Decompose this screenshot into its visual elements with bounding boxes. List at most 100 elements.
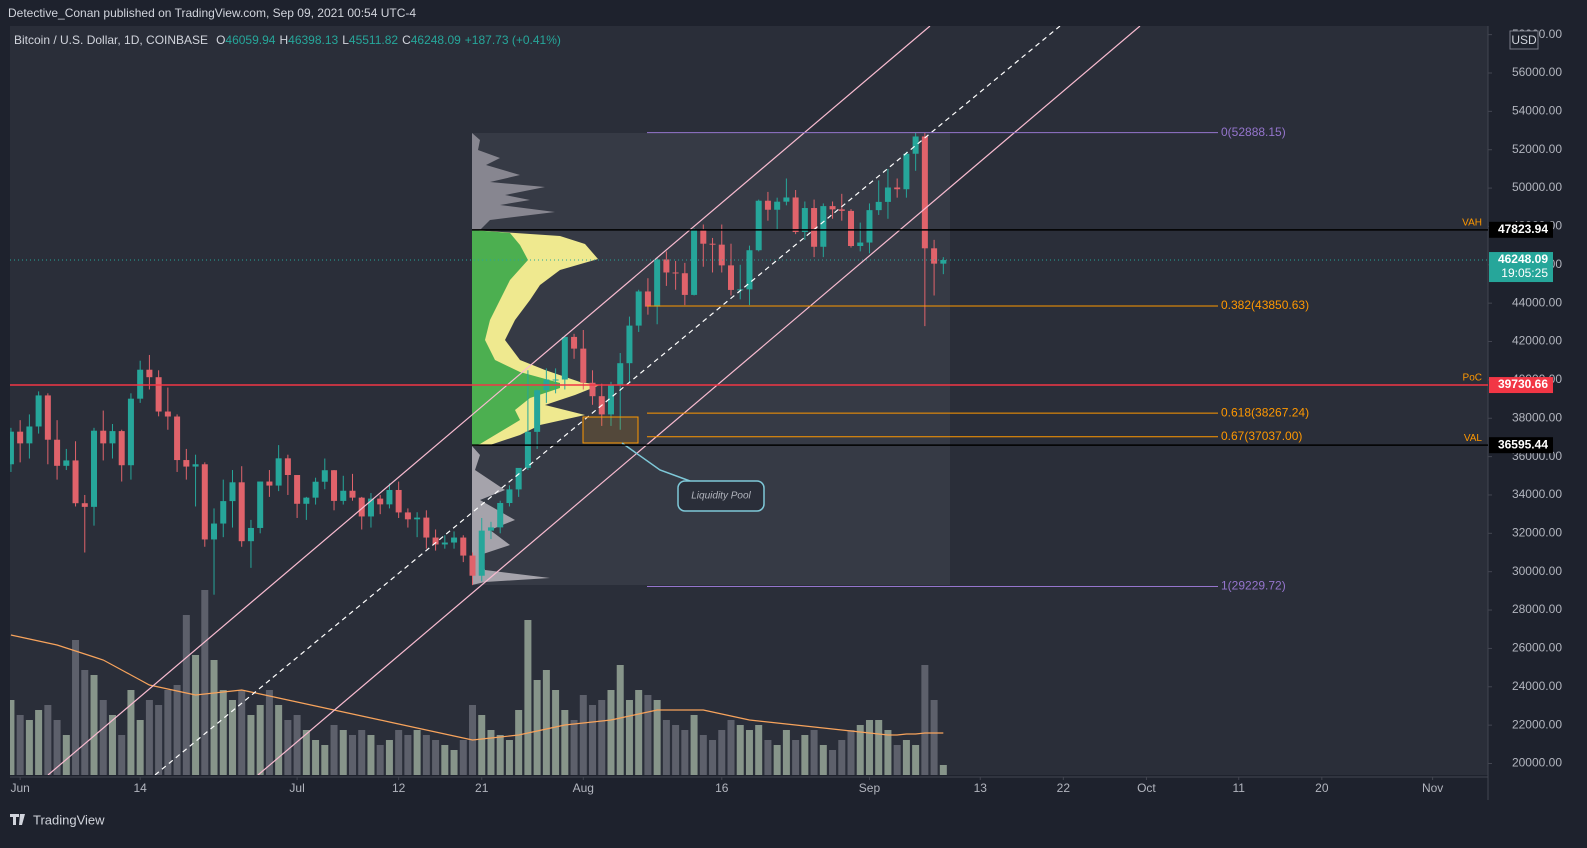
volume-bar [10,700,15,775]
legend-value: 46398.13 [288,33,338,47]
volume-profile [472,133,555,230]
y-tick-label: 38000.00 [1512,410,1562,424]
x-tick-label: Aug [573,781,594,795]
y-tick-label: 22000.00 [1512,717,1562,731]
candle-body [266,481,273,486]
publisher-line: Detective_Conan published on TradingView… [8,6,416,20]
level-tag: VAL [1464,433,1483,444]
volume-bar [164,690,172,775]
footer [0,800,1587,848]
y-tick-label: 54000.00 [1512,104,1562,118]
volume-bar [182,615,190,775]
volume-bar [210,660,218,775]
volume-bar [275,705,283,775]
volume-bar [293,715,301,775]
volume-bar [801,735,809,775]
volume-bar [505,740,513,775]
candle-body [857,242,864,247]
candle-body [414,517,421,520]
volume-bar [404,735,412,775]
candle-body [663,259,670,273]
volume-bar [902,740,910,775]
y-tick-label: 44000.00 [1512,295,1562,309]
candle-body [220,501,227,524]
candle-body [912,136,919,154]
legend-label: O [216,33,225,47]
volume-bar [478,715,486,775]
volume-bar [884,730,892,775]
candle-body [127,398,134,466]
candle-body [635,291,642,326]
volume-layer [10,590,947,775]
volume-bar [192,655,200,775]
x-tick-label: 20 [1315,781,1329,795]
y-tick-label: 26000.00 [1512,641,1562,655]
volume-bar [745,730,753,775]
candle-body [580,348,587,383]
legend-value: 45511.82 [349,33,398,47]
candle-body [340,490,347,501]
volume-bar [709,740,717,775]
level-tag: PoC [1463,373,1482,384]
candle-body [451,537,458,543]
volume-bar [625,700,633,775]
volume-bar [819,745,827,775]
legend-value: 46248.09 [411,33,461,47]
volume-bar [681,730,689,775]
candle-body [829,206,836,210]
legend-value: 46059.94 [225,33,275,47]
callout-pointer [621,442,691,482]
candle-body [10,431,14,465]
fib-label: 1(29229.72) [1221,579,1286,593]
x-tick-label: 13 [974,781,988,795]
x-tick-label: Oct [1137,781,1156,795]
candle-body [487,527,494,531]
volume-bar [284,720,292,775]
fib-label: 0.382(43850.63) [1221,298,1309,312]
volume-bar [524,620,532,775]
candle-body [940,260,947,264]
candle-body [192,464,199,467]
candle-body [681,273,688,295]
candle-body [792,197,799,232]
x-tick-label: Jun [10,781,29,795]
candle-body [727,265,734,290]
candle-body [257,481,264,528]
fib-label: 0(52888.15) [1221,125,1286,139]
candle-body [534,390,541,432]
price-badge-label: 36595.44 [1498,437,1548,451]
volume-bar [635,690,643,775]
candle-body [561,336,568,380]
candle-body [552,379,559,381]
channel-line [257,26,1141,775]
candle-body [441,542,448,545]
candle-body [63,460,70,466]
volume-bar [598,700,606,775]
candle-body [386,489,393,505]
annotation: Liquidity Pool [691,491,751,502]
volume-bar [690,715,698,775]
x-tick-label: 14 [133,781,147,795]
candle-body [672,272,679,274]
volume-bar [367,735,375,775]
y-tick-label: 42000.00 [1512,334,1562,348]
candle-body [137,369,144,399]
candle-body [589,382,596,397]
volume-bar [662,720,670,775]
candle-body [783,197,790,202]
volume-bar [579,695,587,775]
candle-body [72,460,79,504]
legend-label: C [402,33,411,47]
candle-body [423,517,430,538]
y-tick-label: 52000.00 [1512,142,1562,156]
candle-body [174,416,181,461]
y-tick-label: 20000.00 [1512,756,1562,770]
x-tick-label: Sep [859,781,881,795]
candle-body [644,291,651,307]
volume-bar [847,730,855,775]
volume-bar [238,690,246,775]
volume-bar [893,745,901,775]
volume-bar [829,750,837,775]
candle-body [866,210,873,243]
